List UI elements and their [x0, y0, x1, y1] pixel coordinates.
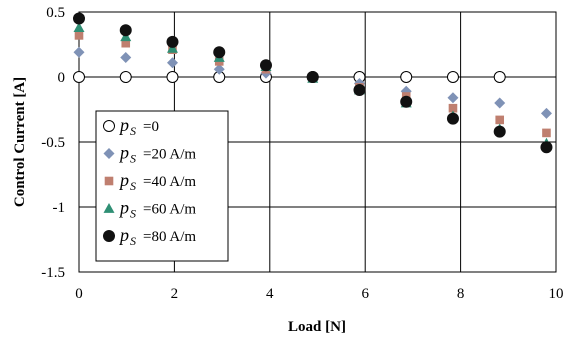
y-tick-label: 0.5: [46, 5, 65, 21]
data-point: [119, 24, 132, 37]
data-point: [446, 112, 459, 125]
legend-label: =40 A/m: [143, 174, 196, 190]
legend-subscript: S: [130, 124, 136, 138]
x-tick-label: 10: [549, 286, 564, 302]
legend-label: =0: [143, 119, 159, 135]
data-point: [542, 128, 551, 138]
x-tick-label: 8: [457, 286, 465, 302]
x-tick-label: 0: [75, 286, 83, 302]
legend: p S =0p S =20 A/mp S =40 A/mp S =60 A/mp S =80 A/m: [95, 110, 229, 262]
legend-subscript: S: [130, 234, 136, 248]
data-point: [495, 115, 505, 125]
x-tick-label: 4: [266, 286, 274, 302]
data-point: [448, 103, 458, 113]
y-tick-label: -1: [53, 200, 66, 216]
data-point: [540, 141, 553, 154]
legend-box: [95, 110, 229, 262]
x-tick-labels: 0 2 4 6 8 10: [75, 286, 563, 302]
legend-symbol: p: [118, 115, 129, 135]
y-tick-label: -0.5: [41, 135, 65, 151]
x-axis-label: Load [N]: [288, 319, 346, 335]
x-tick-label: 6: [361, 286, 369, 302]
legend-subscript: S: [130, 152, 136, 166]
data-point: [259, 59, 272, 72]
data-point: [306, 71, 319, 83]
data-point: [540, 107, 552, 119]
x-tick-label: 2: [171, 286, 179, 302]
legend-symbol: p: [118, 198, 129, 218]
data-point: [400, 71, 413, 83]
y-tick-label: -1.5: [41, 265, 65, 281]
data-point: [121, 38, 131, 48]
data-point: [494, 97, 506, 109]
data-point: [493, 71, 506, 83]
data-point: [73, 12, 85, 25]
legend-marker: [103, 148, 115, 159]
legend-subscript: S: [130, 179, 136, 193]
data-points: [73, 12, 553, 154]
legend-symbol: p: [118, 143, 129, 163]
legend-label: =60 A/m: [143, 202, 196, 218]
data-point: [74, 31, 84, 40]
legend-label: =20 A/m: [143, 147, 196, 163]
data-point: [119, 71, 132, 83]
data-point: [353, 84, 366, 96]
y-axis-label: Control Current [A]: [12, 77, 28, 207]
data-point: [400, 95, 413, 108]
data-point: [213, 46, 226, 59]
legend-subscript: S: [130, 207, 136, 221]
data-point: [166, 35, 179, 48]
plot-frame: [78, 11, 557, 273]
data-point: [73, 46, 85, 58]
data-point: [446, 71, 459, 83]
y-tick-label: 0: [58, 70, 66, 86]
legend-label: =80 A/m: [143, 229, 196, 245]
legend-marker: [104, 176, 114, 186]
data-point: [166, 71, 179, 83]
data-point: [213, 63, 225, 75]
legend-symbol: p: [118, 225, 129, 245]
legend-marker: [103, 230, 115, 242]
data-point: [120, 52, 132, 63]
data-point: [73, 71, 85, 83]
data-point: [166, 57, 178, 69]
legend-marker: [103, 203, 115, 213]
data-point: [493, 125, 506, 138]
y-tick-labels: 0.5 0 -0.5 -1 -1.5: [41, 5, 65, 281]
data-point: [447, 92, 459, 104]
legend-symbol: p: [118, 170, 129, 190]
legend-marker: [103, 120, 115, 132]
data-point: [73, 22, 85, 32]
